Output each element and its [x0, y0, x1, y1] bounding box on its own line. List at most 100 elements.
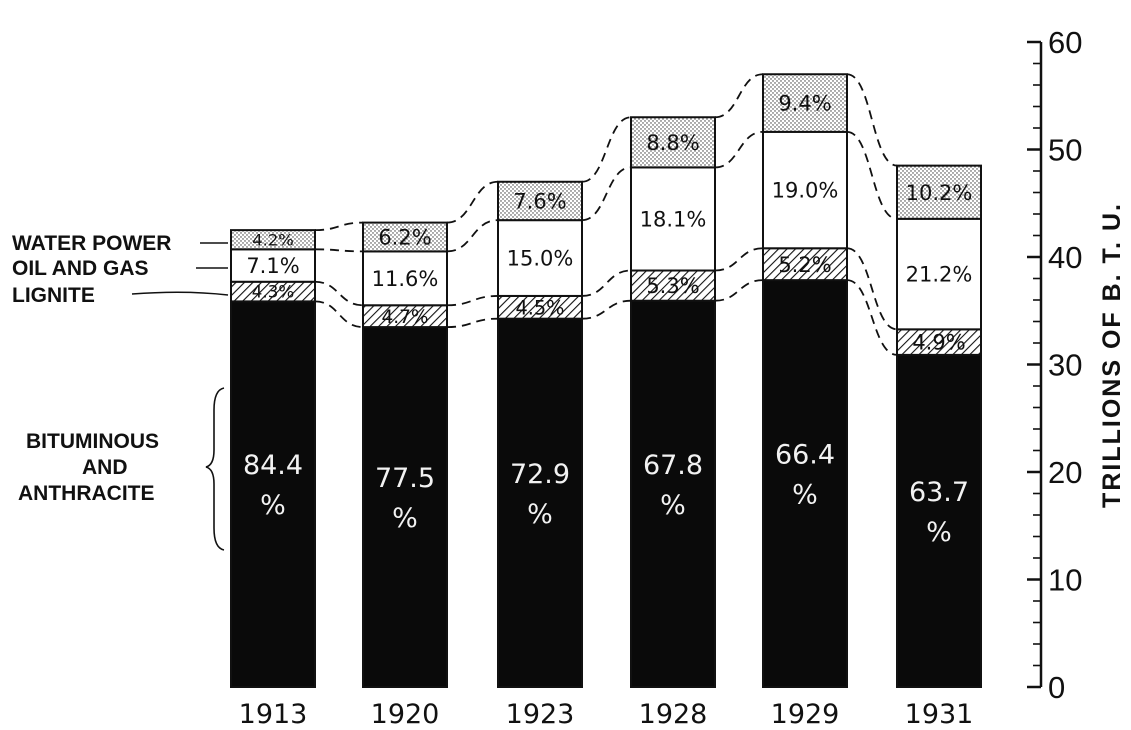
bar-1928-segment-0: [630, 299, 716, 688]
bar-1929-segment-2: [762, 130, 848, 250]
label-1923-bituminous-unit: %: [527, 499, 553, 530]
label-1923-segment-1: 4.5%: [515, 296, 564, 319]
y-tick-label-30: 30: [1048, 348, 1082, 383]
connector-1920-1923-2: [446, 295, 499, 307]
y-tick-label-20: 20: [1048, 455, 1082, 490]
y-tick-label-10: 10: [1048, 563, 1082, 598]
label-1923-segment-3: 7.6%: [513, 190, 566, 214]
label-1929-segment-1: 5.2%: [778, 253, 831, 277]
label-1913-segment-3: 4.2%: [252, 231, 293, 250]
connector-1923-1928-3: [581, 166, 632, 222]
label-1929-bituminous-unit: %: [792, 480, 818, 511]
bar-1923-segment-3: [497, 180, 583, 222]
legend-bituminous-line2: AND: [82, 456, 128, 479]
label-1928-bituminous: 67.8: [643, 450, 703, 481]
connector-1929-1931-4: [846, 73, 898, 167]
label-1923-bituminous: 72.9: [510, 459, 570, 490]
legend-bituminous-brace: [205, 387, 225, 551]
connector-1928-1929-3: [714, 130, 764, 169]
year-label-1931: 1931: [905, 699, 974, 730]
bar-1931-segment-2: [896, 217, 982, 331]
bar-1920-segment-2: [362, 250, 448, 307]
bar-1920-segment-3: [362, 221, 448, 253]
connector-1913-1920-1: [314, 300, 364, 328]
bar-1913-segment-0: [230, 300, 316, 688]
label-1931-segment-3: 10.2%: [906, 181, 973, 205]
legend-lignite-arrow: [131, 291, 229, 296]
label-1920-segment-1: 4.7%: [381, 307, 428, 328]
connector-1920-1923-4: [446, 180, 499, 224]
bar-1931-segment-0: [896, 353, 982, 688]
bar-1913-segment-3: [230, 229, 316, 251]
label-1920-segment-2: 11.6%: [372, 267, 439, 291]
bar-1920-segment-0: [362, 326, 448, 688]
connector-1928-1929-2: [714, 247, 764, 272]
label-1913-segment-2: 7.1%: [246, 254, 299, 278]
connector-1913-1920-3: [314, 248, 364, 253]
label-1931-bituminous: 63.7: [909, 477, 969, 508]
label-1913-bituminous: 84.4: [243, 450, 303, 481]
connector-1920-1923-1: [446, 317, 499, 328]
connector-1913-1920-4: [314, 221, 364, 232]
bar-1928-segment-2: [630, 166, 716, 272]
y-tick-label-60: 60: [1048, 25, 1082, 60]
legend-lignite: LIGNITE: [12, 284, 95, 307]
segment-labels: 84.4% 4.3% 7.1% 4.2% 77.5% 4.7% 11.6% 6.2% 72.9%…: [243, 92, 972, 548]
label-1913-bituminous-unit: %: [260, 490, 286, 521]
y-axis: [1027, 40, 1043, 689]
legend-bituminous-line1: BITUMINOUS: [26, 430, 159, 453]
label-1928-segment-1: 5.3%: [646, 274, 699, 298]
year-label-1920: 1920: [371, 699, 440, 730]
connector-1923-1928-4: [581, 116, 632, 183]
label-1929-bituminous: 66.4: [775, 440, 835, 471]
y-axis-label: TRILLIONS OF B. T. U.: [1098, 202, 1126, 508]
label-1931-segment-2: 21.2%: [906, 263, 973, 287]
year-label-1929: 1929: [771, 699, 840, 730]
connector-1929-1931-2: [846, 247, 898, 331]
bar-1928-segment-3: [630, 116, 716, 169]
bar-1929-segment-1: [762, 247, 848, 282]
y-tick-label-40: 40: [1048, 240, 1082, 275]
label-1929-segment-3: 9.4%: [778, 92, 831, 116]
connector-1913-1920-2: [314, 280, 364, 307]
y-tick-label-50: 50: [1048, 133, 1082, 168]
legend: WATER POWER OIL AND GAS LIGNITE BITUMINO…: [12, 232, 229, 551]
bar-1913-segment-2: [230, 248, 316, 283]
label-1931-bituminous-unit: %: [926, 517, 952, 548]
connector-1923-1928-1: [581, 299, 632, 320]
label-1928-segment-2: 18.1%: [640, 208, 707, 232]
year-label-1913: 1913: [239, 699, 308, 730]
connector-lines: [314, 73, 898, 356]
connector-1928-1929-1: [714, 279, 764, 302]
label-1923-segment-2: 15.0%: [507, 247, 574, 271]
bar-1929-segment-3: [762, 73, 848, 133]
label-1928-segment-3: 8.8%: [646, 131, 699, 155]
connector-1928-1929-4: [714, 73, 764, 119]
bar-1931-segment-3: [896, 164, 982, 220]
year-labels: 1913 1920 1923 1928 1929 1931: [239, 699, 974, 730]
connector-1923-1928-2: [581, 269, 632, 297]
legend-oil-and-gas: OIL AND GAS: [12, 257, 149, 280]
label-1913-segment-1: 4.3%: [252, 283, 294, 302]
bar-1923-segment-2: [497, 219, 583, 297]
bars: [230, 73, 982, 688]
y-tick-labels: 0 10 20 30 40 50 60: [1048, 25, 1082, 705]
bar-1931-segment-1: [896, 328, 982, 356]
label-1928-bituminous-unit: %: [660, 490, 686, 521]
connector-1920-1923-3: [446, 219, 499, 253]
label-1920-segment-3: 6.2%: [378, 226, 431, 250]
year-label-1928: 1928: [639, 699, 708, 730]
legend-bituminous-line3: ANTHRACITE: [18, 482, 155, 505]
y-tick-label-0: 0: [1048, 670, 1065, 705]
year-label-1923: 1923: [506, 699, 575, 730]
bar-1929-segment-0: [762, 279, 848, 688]
label-1931-segment-1: 4.9%: [912, 331, 965, 355]
label-1920-bituminous-unit: %: [392, 503, 418, 534]
connector-1929-1931-3: [846, 130, 898, 220]
label-1920-bituminous: 77.5: [375, 463, 435, 494]
label-1929-segment-2: 19.0%: [772, 179, 839, 203]
bar-1923-segment-0: [497, 317, 583, 688]
connector-1929-1931-1: [846, 279, 898, 356]
legend-water-power: WATER POWER: [12, 232, 171, 255]
